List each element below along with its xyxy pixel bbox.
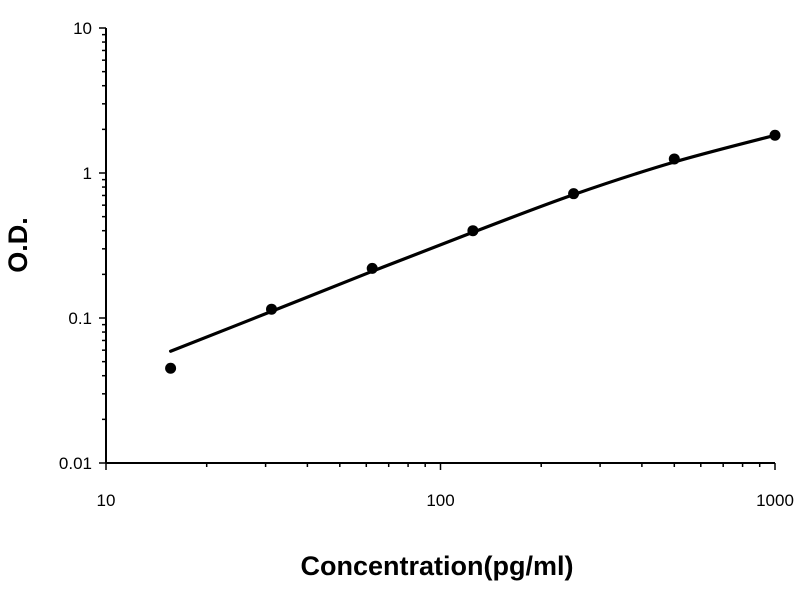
data-point bbox=[266, 303, 278, 315]
data-point bbox=[467, 225, 479, 237]
y-tick-label: 1 bbox=[83, 164, 92, 183]
points-layer bbox=[165, 129, 781, 374]
y-axis-title: O.D. bbox=[3, 217, 33, 273]
x-tick-label: 10 bbox=[97, 491, 116, 510]
fitted-curve-line bbox=[169, 133, 777, 353]
ticks: 10 1 0.1 0.01 10 100 1000 bbox=[59, 19, 794, 510]
y-tick-label: 0.1 bbox=[68, 309, 92, 328]
x-axis-title: Concentration(pg/ml) bbox=[301, 551, 574, 581]
data-point bbox=[668, 153, 680, 165]
x-tick-label: 100 bbox=[426, 491, 454, 510]
y-tick-label: 0.01 bbox=[59, 454, 92, 473]
curve-layer bbox=[169, 133, 777, 353]
data-point bbox=[568, 188, 580, 200]
data-point bbox=[769, 129, 781, 141]
x-tick-label: 1000 bbox=[756, 491, 794, 510]
y-tick-label: 10 bbox=[73, 19, 92, 38]
data-point bbox=[165, 362, 177, 374]
data-point bbox=[366, 262, 378, 274]
